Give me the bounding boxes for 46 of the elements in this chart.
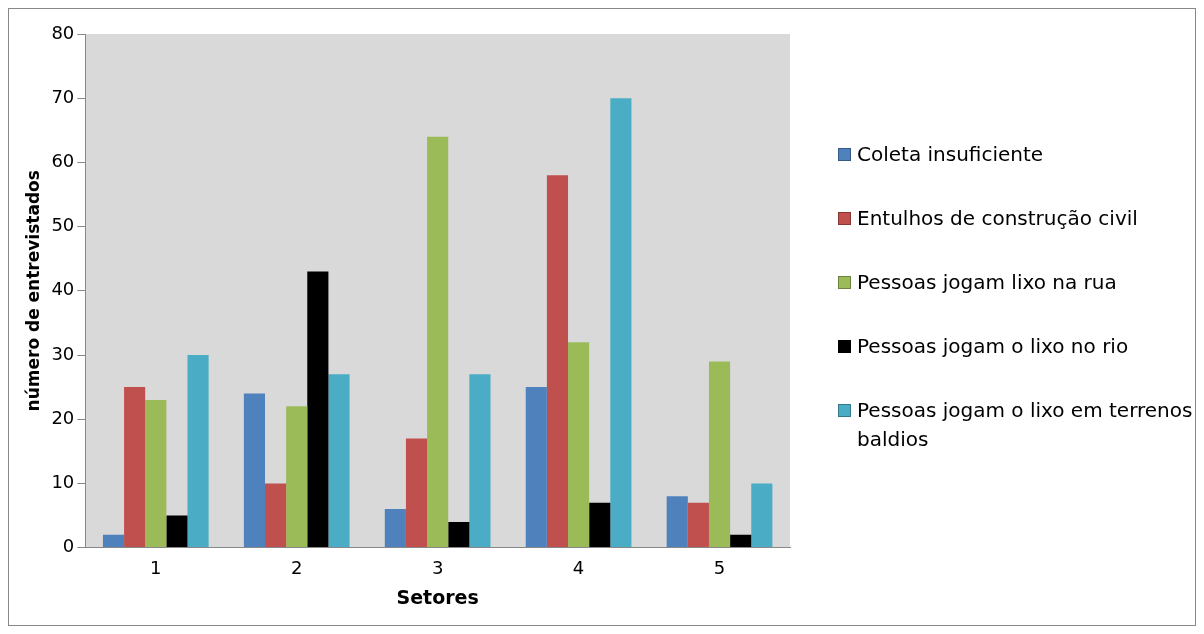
x-tick-label: 5 — [713, 557, 726, 579]
bar — [448, 521, 470, 548]
bar — [610, 98, 632, 548]
x-tick-label: 3 — [431, 557, 444, 579]
bar — [102, 534, 125, 548]
legend-label: Pessoas jogam o lixo no rio — [857, 333, 1129, 360]
bar — [469, 374, 491, 548]
bar — [265, 483, 287, 548]
bar — [187, 355, 209, 548]
bar — [405, 438, 428, 548]
y-tick-label: 50 — [51, 214, 75, 236]
bar — [145, 399, 167, 548]
y-tick-label: 80 — [51, 21, 75, 43]
bar — [286, 406, 308, 548]
y-tick-label: 70 — [51, 85, 75, 107]
bar — [427, 136, 449, 548]
bar — [568, 342, 590, 548]
bar — [525, 387, 547, 548]
bar — [307, 271, 329, 548]
y-tick-label: 0 — [62, 535, 75, 557]
bar — [589, 502, 611, 548]
legend-label: Pessoas jogam lixo na rua — [857, 269, 1117, 296]
y-tick-label: 10 — [51, 471, 75, 493]
bar — [243, 393, 265, 548]
bar — [384, 509, 406, 548]
y-tick-label: 20 — [51, 406, 75, 428]
bar — [124, 387, 146, 548]
legend-label: Entulhos de construção civil — [857, 205, 1138, 232]
bar — [687, 502, 709, 548]
x-axis-title: Setores — [396, 585, 479, 608]
y-tick-label: 40 — [51, 278, 75, 300]
y-tick-label: 30 — [51, 342, 75, 364]
bar — [751, 483, 773, 548]
x-tick-label: 1 — [150, 557, 162, 579]
legend-label: Pessoas jogam o lixo em terrenos baldios — [857, 397, 1194, 453]
legend-label: Coleta insuficiente — [857, 141, 1044, 168]
bar — [666, 496, 688, 548]
y-axis-title: número de entrevistados — [22, 170, 43, 412]
bar — [166, 515, 188, 548]
bar — [328, 374, 350, 548]
bar — [730, 534, 752, 548]
y-tick-label: 60 — [51, 150, 75, 172]
x-tick-label: 2 — [290, 557, 303, 579]
bar — [708, 361, 731, 548]
bar — [546, 175, 569, 548]
x-tick-label: 4 — [572, 557, 585, 579]
